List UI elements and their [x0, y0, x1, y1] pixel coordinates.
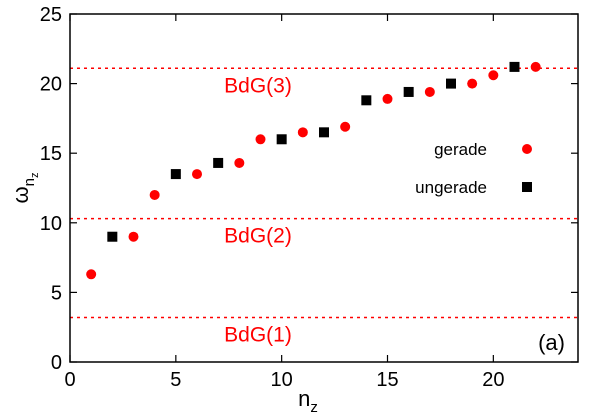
y-tick-label: 20: [40, 74, 62, 96]
labels: nz ωnz (a): [8, 172, 565, 416]
y-tick-label: 10: [40, 213, 62, 235]
reference-lines: BdG(1) BdG(2) BdG(3): [70, 67, 578, 346]
legend-label: ungerade: [415, 178, 487, 197]
gerade-point: [234, 157, 245, 168]
plot-frame: [69, 13, 579, 363]
gerade-point: [382, 93, 393, 104]
gerade-point: [297, 127, 308, 138]
ungerade-point: [107, 231, 118, 242]
gerade-point: [128, 231, 139, 242]
reference-line-label: BdG(3): [224, 74, 292, 97]
ungerade-point: [446, 78, 456, 89]
ungerade-point: [319, 127, 329, 138]
gerade-point: [86, 269, 97, 280]
gerade-point: [255, 134, 266, 145]
y-axis-label: ωnz: [8, 172, 41, 203]
x-tick-label: 5: [170, 369, 181, 391]
legend-marker: [522, 144, 532, 154]
ungerade-point: [361, 95, 372, 106]
x-tick-label: 10: [271, 369, 293, 391]
y-tick-label: 0: [51, 352, 62, 374]
ungerade-point: [509, 61, 520, 72]
y-tick-label: 15: [40, 143, 62, 165]
legend-marker: [522, 182, 532, 192]
ungerade-point: [170, 169, 181, 180]
x-axis-label: nz: [298, 386, 318, 416]
y-tick-label: 25: [40, 4, 62, 26]
ungerade-point: [276, 134, 287, 145]
legend: gerade ungerade: [415, 140, 532, 197]
ungerade-point: [213, 157, 224, 168]
axes: [69, 13, 579, 363]
ungerade-point: [403, 86, 414, 97]
y-tick-label: 5: [51, 282, 62, 304]
legend-label: gerade: [434, 140, 487, 159]
gerade-point: [149, 189, 160, 200]
gerade-point: [424, 86, 435, 97]
gerade-point: [192, 169, 202, 180]
gerade-point: [488, 70, 499, 81]
x-tick-label: 0: [64, 369, 75, 391]
x-tick-label: 15: [376, 369, 398, 391]
panel-label: (a): [538, 330, 565, 355]
gerade-point: [340, 121, 351, 132]
ticks: 0 5 10 15 20 0 5 10 15 20 25: [40, 4, 578, 391]
gerade-point: [467, 78, 478, 89]
data-points: [86, 61, 541, 280]
x-tick-label: 20: [482, 369, 504, 391]
reference-line-label: BdG(2): [224, 225, 292, 248]
gerade-point: [530, 61, 541, 72]
reference-line-label: BdG(1): [224, 323, 292, 346]
